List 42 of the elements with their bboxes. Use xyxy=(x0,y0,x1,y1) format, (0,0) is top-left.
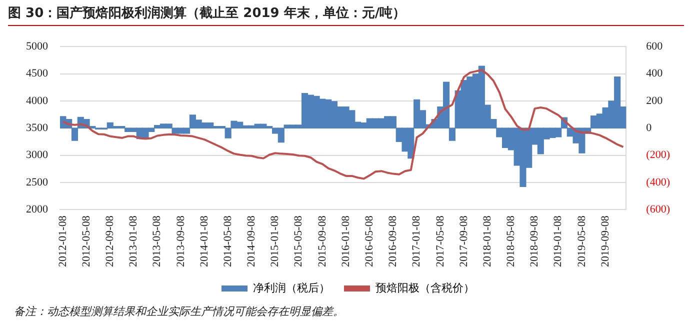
x-tick-label: 2013-09-08 xyxy=(174,215,187,267)
x-tick-label: 2015-09-08 xyxy=(316,215,328,267)
x-tick-label: 2018-05-08 xyxy=(505,215,518,267)
x-tick-label: 2017-05-08 xyxy=(434,215,446,267)
y-tick-label: 5000 xyxy=(26,40,48,52)
x-tick-label: 2014-01-08 xyxy=(198,215,210,267)
x-tick-label: 2017-01-08 xyxy=(410,215,423,267)
x-tick-label: 2012-01-08 xyxy=(56,215,69,267)
x-tick-label: 2012-05-08 xyxy=(80,215,92,267)
y2-tick-label: 600 xyxy=(646,40,664,52)
y-tick-label: 4500 xyxy=(26,68,48,80)
x-tick-label: 2016-09-08 xyxy=(387,215,400,267)
x-tick-label: 2016-01-08 xyxy=(340,215,352,267)
x-tick-label: 2017-09-08 xyxy=(458,215,470,267)
y2-tick-label: (400) xyxy=(646,176,670,188)
legend-label: 净利润（税后） xyxy=(253,281,330,294)
y-tick-label: 3500 xyxy=(26,122,48,134)
y2-tick-label: 200 xyxy=(646,94,664,107)
x-tick-label: 2019-05-08 xyxy=(576,215,588,267)
legend-label: 预焙阳极（含税价） xyxy=(376,281,474,294)
text: 备注：动态模型测算结果和企业实际生产情况可能会存在明显偏差。 xyxy=(14,304,344,319)
x-tick-label: 2019-09-08 xyxy=(599,215,612,267)
y2-tick-label: (600) xyxy=(646,204,670,216)
y-tick-label: 2000 xyxy=(26,204,48,216)
x-tick-label: 2013-01-08 xyxy=(128,215,140,267)
x-tick-label: 2015-05-08 xyxy=(292,215,305,267)
x-tick-label: 2013-05-08 xyxy=(151,215,164,267)
x-tick-label: 2019-01-08 xyxy=(552,215,564,267)
y2-tick-label: (200) xyxy=(646,149,670,162)
x-tick-label: 2012-09-08 xyxy=(104,215,116,267)
x-tick-label: 2018-09-08 xyxy=(528,215,541,267)
x-tick-label: 2015-01-08 xyxy=(269,215,282,267)
x-tick-label: 2014-09-08 xyxy=(246,215,258,267)
y2-tick-label: 400 xyxy=(646,68,664,80)
x-tick-label: 2014-05-08 xyxy=(222,215,234,267)
y2-tick-label: 0 xyxy=(646,122,652,134)
y-tick-label: 4000 xyxy=(26,94,48,107)
y-tick-label: 2500 xyxy=(26,176,48,188)
chart-title: 图 30：国产预焙阳极利润测算（截止至 2019 年末，单位：元/吨） xyxy=(8,4,684,26)
y-tick-label: 3000 xyxy=(26,149,48,162)
x-tick-label: 2018-01-08 xyxy=(481,215,494,267)
x-tick-label: 2016-05-08 xyxy=(364,215,376,267)
